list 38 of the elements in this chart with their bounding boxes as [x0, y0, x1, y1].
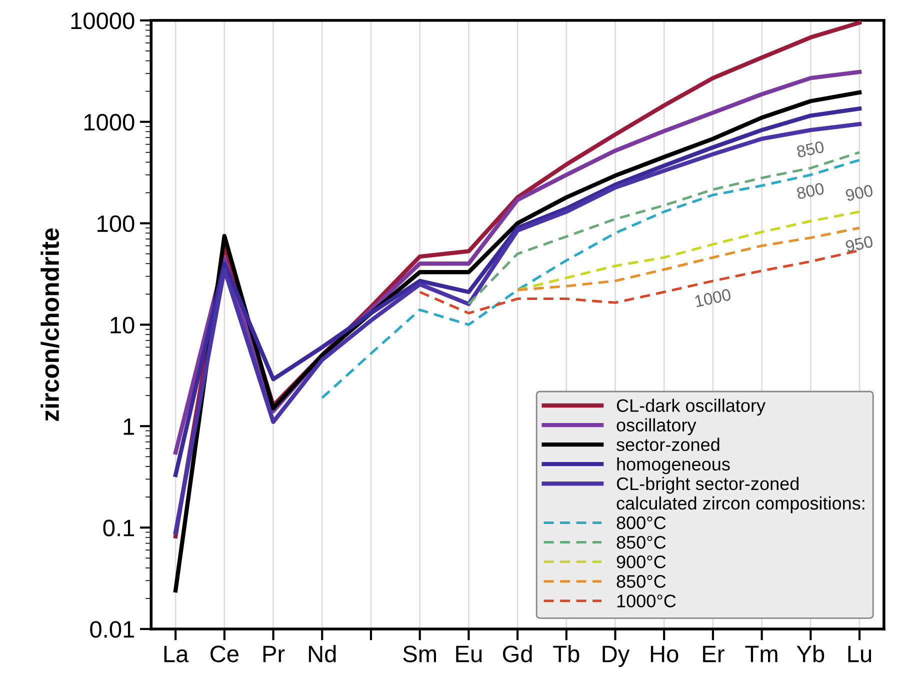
x-tick-label: Gd — [502, 644, 532, 662]
legend-label: 1000°C — [617, 594, 676, 608]
annotation: 800 — [796, 182, 825, 200]
legend-label: 900°C — [616, 556, 666, 568]
legend-label: 850°C — [616, 575, 666, 588]
x-tick-label: Tm — [745, 646, 778, 662]
y-tick-label: 0.01 — [90, 621, 134, 638]
x-tick-label: Eu — [456, 646, 482, 662]
x-tick-label: Ce — [210, 646, 238, 662]
annotation: 1000 — [694, 288, 732, 308]
x-tick-label: Nd — [308, 644, 336, 662]
legend-label: 800°C — [616, 516, 666, 530]
x-tick-label: Ho — [650, 646, 678, 662]
x-tick-label: Lu — [848, 646, 872, 662]
x-tick-label: Pr — [263, 646, 285, 662]
y-tick-label: 1000 — [84, 114, 134, 131]
x-tick-label: Sm — [403, 646, 436, 662]
x-tick-label: Er — [703, 646, 724, 662]
y-axis-title: zircon/chondrite — [40, 228, 60, 421]
annotation: 850 — [796, 140, 825, 158]
legend-label: 850°C — [616, 536, 666, 549]
y-tick-label: 100 — [98, 215, 134, 232]
x-tick-label: Yb — [796, 644, 824, 662]
legend-label: CL-bright sector-zoned — [616, 476, 798, 494]
legend-label: homogeneous — [617, 457, 730, 474]
x-tick-label: Dy — [602, 646, 630, 667]
y-tick-label: 10 — [110, 316, 134, 334]
y-tick-label: 0.1 — [103, 520, 134, 536]
annotation: 900 — [845, 184, 874, 202]
annotation: calculated zircon compositions: — [616, 496, 864, 514]
legend-label: oscillatory — [616, 418, 696, 436]
y-tick-label: 10000 — [71, 12, 134, 30]
annotation: 950 — [845, 235, 874, 252]
x-tick-label: La — [164, 646, 189, 662]
legend-label: CL-dark oscillatory — [616, 398, 766, 416]
y-tick-label: 1 — [124, 418, 134, 435]
legend-label: sector-zoned — [616, 438, 720, 452]
x-tick-label: Tb — [553, 644, 580, 662]
